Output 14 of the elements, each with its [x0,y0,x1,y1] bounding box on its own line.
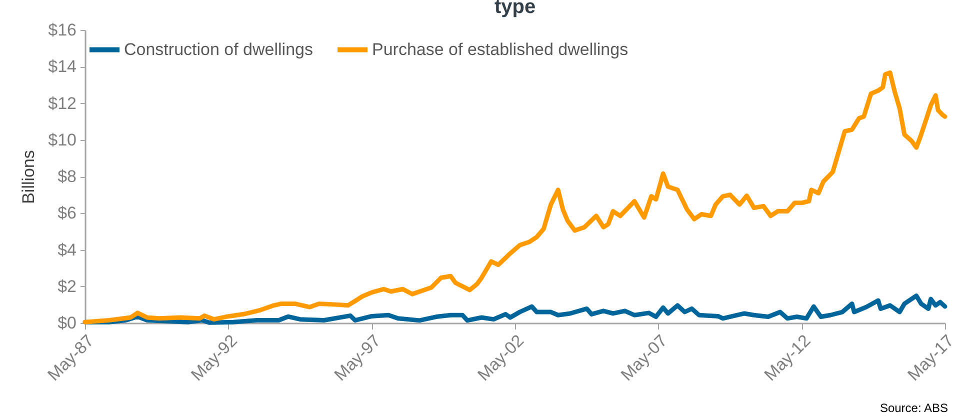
y-tick-label: $14 [48,57,76,76]
y-tick-label: $10 [48,130,76,150]
y-tick-label: $0 [58,314,76,332]
legend-label: Purchase of established dwellings [372,40,628,59]
y-tick-label: $16 [48,20,76,40]
y-tick-label: $6 [58,204,76,223]
y-tick-label: $12 [48,94,76,113]
source-note: Source: ABS [880,401,948,415]
legend-label: Construction of dwellings [124,40,313,59]
y-tick-label: $4 [58,240,76,260]
y-tick-label: $2 [58,276,76,296]
y-tick-label: $8 [58,167,76,186]
chart-title: type [494,0,536,18]
y-axis-title: Billions [19,150,38,204]
